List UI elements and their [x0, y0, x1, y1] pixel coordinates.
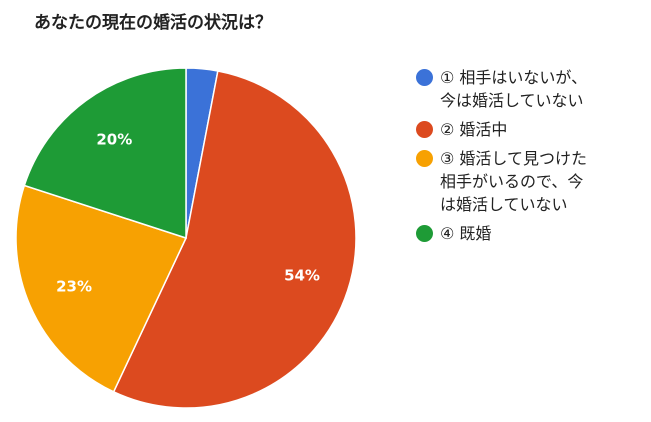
chart-title: あなたの現在の婚活の状況は？ — [34, 13, 272, 33]
pie-slice-3 — [15, 184, 188, 393]
legend-swatch-2 — [416, 121, 433, 138]
legend-swatch-4 — [416, 225, 433, 242]
legend-item-4: ④ 既婚 — [416, 222, 651, 245]
slice-label-3: 23% — [56, 277, 92, 295]
pie-slice-4 — [23, 67, 187, 240]
legend: ① 相手はいないが、 今は婚活していない ② 婚活中 ③ 婚活して見つけた 相手… — [416, 66, 651, 251]
pie-labels: 54% 23% 20% — [56, 130, 320, 295]
legend-label-2: ② 婚活中 — [440, 120, 508, 139]
slice-label-2: 54% — [284, 267, 320, 285]
legend-item-2: ② 婚活中 — [416, 118, 651, 141]
pie-slice-2 — [112, 70, 357, 409]
pie-slices — [15, 67, 357, 409]
legend-item-1: ① 相手はいないが、 今は婚活していない — [416, 66, 651, 112]
legend-swatch-3 — [416, 150, 433, 167]
legend-item-3: ③ 婚活して見つけた 相手がいるので、今 は婚活していない — [416, 147, 651, 216]
slice-label-4: 20% — [96, 130, 132, 148]
legend-label-4: ④ 既婚 — [440, 224, 492, 243]
legend-label-1: ① 相手はいないが、 今は婚活していない — [440, 68, 588, 110]
legend-label-3: ③ 婚活して見つけた 相手がいるので、今 は婚活していない — [440, 149, 587, 214]
legend-swatch-1 — [416, 69, 433, 86]
